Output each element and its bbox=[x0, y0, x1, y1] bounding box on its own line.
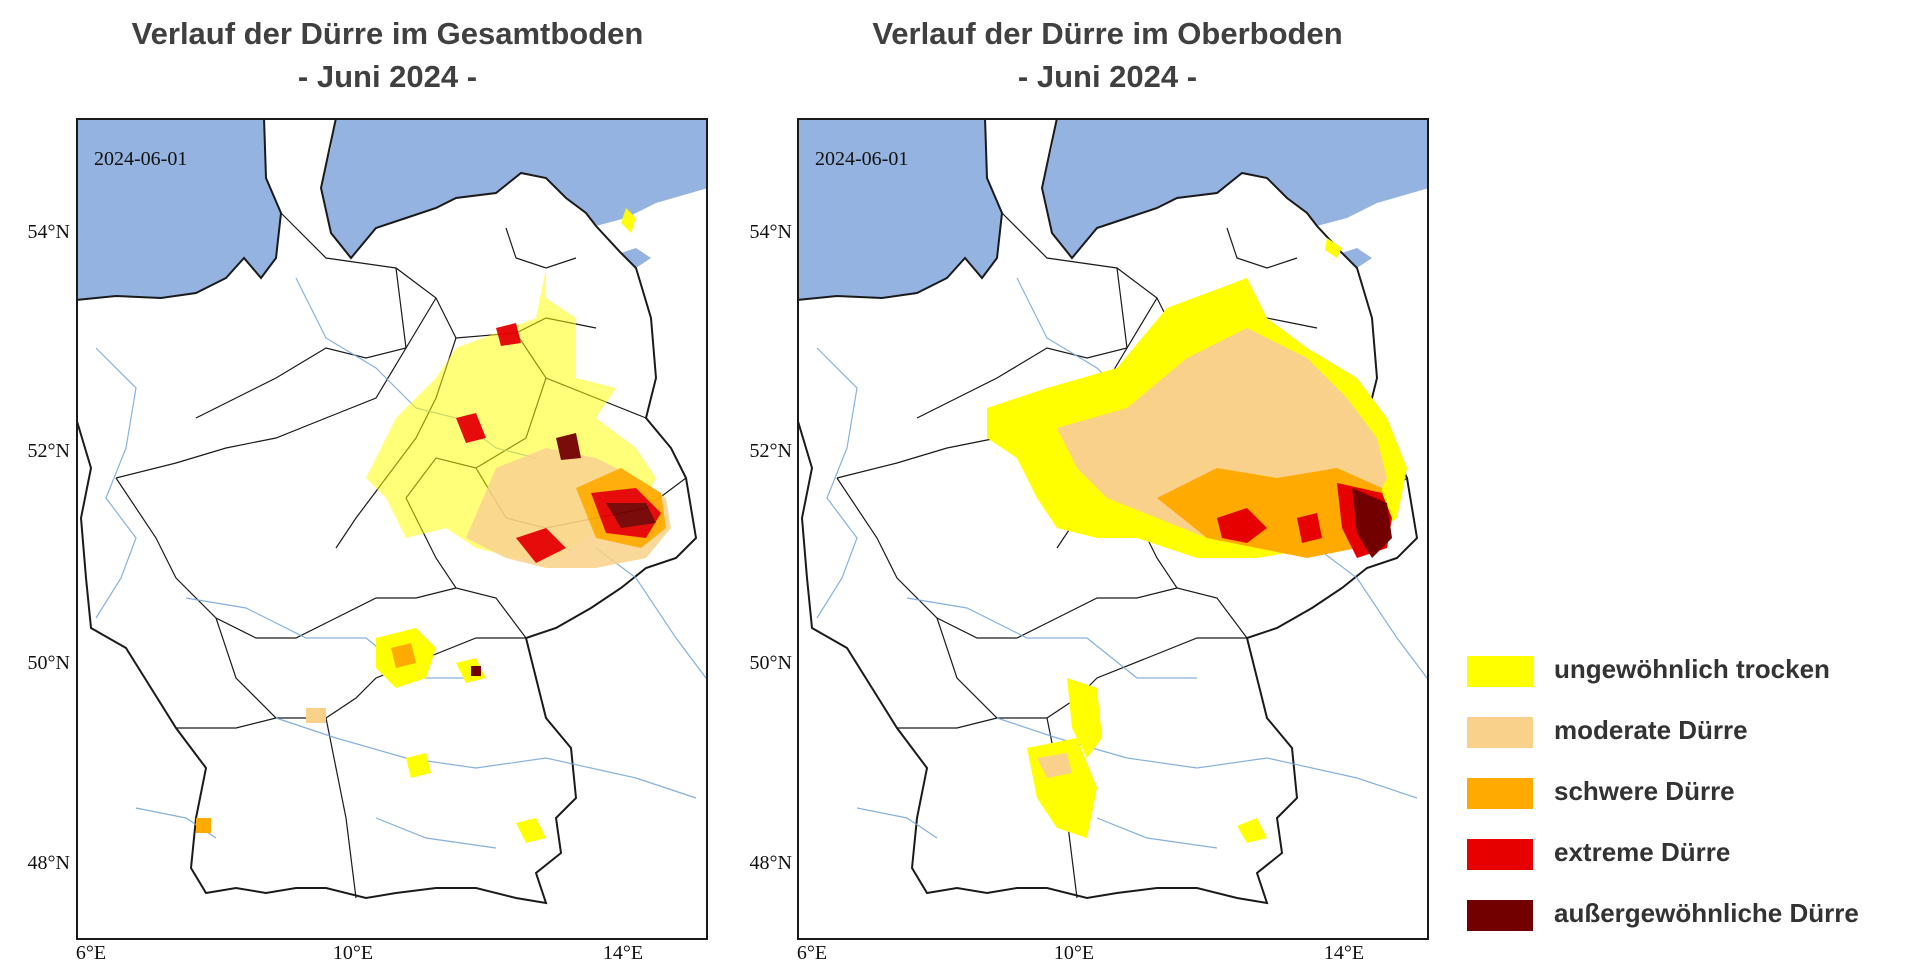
legend-item: ungewöhnlich trocken bbox=[1467, 652, 1907, 713]
drought-area bbox=[987, 238, 1407, 843]
title-line-2: - Juni 2024 - bbox=[1017, 59, 1198, 94]
sea bbox=[621, 248, 651, 268]
sea bbox=[1042, 118, 1429, 258]
map-oberboden: 2024-06-01 bbox=[797, 118, 1429, 940]
lon-label: 10°E bbox=[332, 942, 374, 964]
legend-item: außergewöhnliche Dürre bbox=[1467, 896, 1907, 957]
legend-swatch bbox=[1467, 778, 1533, 809]
lat-label: 50°N bbox=[27, 652, 70, 674]
lat-label: 54°N bbox=[27, 221, 70, 243]
legend-swatch bbox=[1467, 839, 1533, 870]
map-canvas: 2024-06-01 bbox=[797, 118, 1429, 940]
title-line-1: Verlauf der Dürre im Gesamtboden bbox=[131, 16, 644, 51]
country-border bbox=[76, 118, 698, 905]
sea bbox=[1342, 248, 1372, 268]
legend-swatch bbox=[1467, 656, 1533, 687]
country-border bbox=[797, 118, 1419, 905]
legend-swatch bbox=[1467, 717, 1533, 748]
lat-label: 54°N bbox=[749, 221, 792, 243]
panel-title-gesamtboden: Verlauf der Dürre im Gesamtboden - Juni … bbox=[70, 12, 705, 98]
legend-item: schwere Dürre bbox=[1467, 774, 1907, 835]
map-date-label: 2024-06-01 bbox=[815, 148, 908, 170]
legend-label: ungewöhnlich trocken bbox=[1554, 654, 1830, 684]
legend-item: extreme Dürre bbox=[1467, 835, 1907, 896]
lat-label: 52°N bbox=[27, 440, 70, 462]
map-date-label: 2024-06-01 bbox=[94, 148, 187, 170]
lat-label: 52°N bbox=[749, 440, 792, 462]
legend: ungewöhnlich trocken moderate Dürre schw… bbox=[1467, 652, 1907, 957]
map-canvas: 2024-06-01 bbox=[76, 118, 708, 940]
lon-label: 14°E bbox=[602, 942, 644, 964]
legend-label: außergewöhnliche Dürre bbox=[1554, 898, 1859, 928]
lon-label: 14°E bbox=[1323, 942, 1365, 964]
lon-label: 10°E bbox=[1053, 942, 1095, 964]
lon-label: 6°E bbox=[796, 942, 828, 964]
sea bbox=[321, 118, 708, 258]
drought-area bbox=[366, 208, 671, 568]
legend-label: moderate Dürre bbox=[1554, 715, 1748, 745]
lat-label: 48°N bbox=[749, 852, 792, 874]
title-line-1: Verlauf der Dürre im Oberboden bbox=[872, 16, 1343, 51]
map-gesamtboden: 2024-06-01 bbox=[76, 118, 708, 940]
legend-label: extreme Dürre bbox=[1554, 837, 1731, 867]
sea bbox=[797, 118, 1002, 300]
lat-label: 48°N bbox=[27, 852, 70, 874]
legend-label: schwere Dürre bbox=[1554, 776, 1735, 806]
panel-title-oberboden: Verlauf der Dürre im Oberboden - Juni 20… bbox=[790, 12, 1425, 98]
drought-area-south bbox=[196, 628, 546, 843]
sea bbox=[76, 118, 281, 300]
title-line-2: - Juni 2024 - bbox=[297, 59, 478, 94]
legend-item: moderate Dürre bbox=[1467, 713, 1907, 774]
lon-label: 6°E bbox=[75, 942, 107, 964]
legend-swatch bbox=[1467, 900, 1533, 931]
lat-label: 50°N bbox=[749, 652, 792, 674]
